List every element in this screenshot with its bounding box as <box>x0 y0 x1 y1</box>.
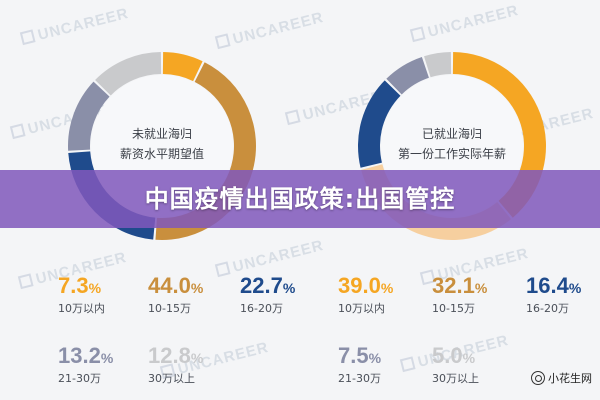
center-label-right: 已就业海归 第一份工作实际年薪 <box>392 124 512 164</box>
banner-title: 中国疫情出国政策:出国管控 <box>144 185 456 213</box>
stat-value: 7.5% <box>338 344 418 370</box>
stat-value-number: 22.7 <box>240 273 283 298</box>
stat-left-2: 22.7% 16-20万 <box>240 274 320 318</box>
title-banner: 中国疫情出国政策:出国管控 <box>0 170 600 228</box>
stat-value-suffix: % <box>462 350 476 366</box>
stat-value-number: 7.5 <box>338 343 369 368</box>
stat-left-0: 7.3% 10万以内 <box>58 274 138 318</box>
donut-slice-0 <box>162 52 203 82</box>
donut-slice-4 <box>424 52 452 78</box>
stat-value: 32.1% <box>432 274 512 300</box>
stat-value-number: 13.2 <box>58 343 101 368</box>
stat-right-4: 5.0% 30万以上 <box>432 344 512 388</box>
stat-label: 10万以内 <box>338 302 385 315</box>
stat-value-number: 7.3 <box>58 273 89 298</box>
stat-label: 16-20万 <box>240 302 283 315</box>
stat-left-4: 12.8% 30万以上 <box>148 344 228 388</box>
stat-value-number: 5.0 <box>432 343 463 368</box>
stat-label: 10万以内 <box>58 302 105 315</box>
stat-label: 16-20万 <box>526 302 569 315</box>
donut-slice-4 <box>95 52 162 96</box>
stat-value-suffix: % <box>368 350 382 366</box>
donut-slice-3 <box>386 56 429 95</box>
stat-right-1: 32.1% 10-15万 <box>432 274 512 318</box>
stat-label: 30万以上 <box>148 372 195 385</box>
stat-right-3: 7.5% 21-30万 <box>338 344 418 388</box>
stat-label: 21-30万 <box>58 372 101 385</box>
stat-value: 44.0% <box>148 274 228 300</box>
center-label-line: 第一份工作实际年薪 <box>397 147 506 161</box>
stat-value: 22.7% <box>240 274 320 300</box>
stat-value-suffix: % <box>88 280 102 296</box>
badge-text: 小花生网 <box>548 372 592 385</box>
stat-value-suffix: % <box>282 280 296 296</box>
stat-value-number: 32.1 <box>432 273 475 298</box>
stat-value: 5.0% <box>432 344 512 370</box>
stat-value-number: 39.0 <box>338 273 381 298</box>
stat-value: 13.2% <box>58 344 138 370</box>
watermark: UNCAREER <box>410 2 520 45</box>
stat-right-0: 39.0% 10万以内 <box>338 274 418 318</box>
stat-value-suffix: % <box>190 350 204 366</box>
stat-value-suffix: % <box>100 350 114 366</box>
donut-slice-3 <box>68 81 110 151</box>
center-label-left: 未就业海归 薪资水平期望值 <box>102 124 222 164</box>
stat-value: 7.3% <box>58 274 138 300</box>
stat-value-suffix: % <box>380 280 394 296</box>
stat-label: 10-15万 <box>432 302 475 315</box>
stat-value-suffix: % <box>474 280 488 296</box>
stat-left-1: 44.0% 10-15万 <box>148 274 228 318</box>
stat-value-suffix: % <box>568 280 582 296</box>
stat-value: 16.4% <box>526 274 600 300</box>
center-label-line: 已就业海归 <box>421 127 482 141</box>
stat-value-number: 44.0 <box>148 273 191 298</box>
center-label-line: 薪资水平期望值 <box>119 147 204 161</box>
center-label-line: 未就业海归 <box>131 127 192 141</box>
stat-value-number: 16.4 <box>526 273 569 298</box>
stat-value-number: 12.8 <box>148 343 191 368</box>
wechat-icon <box>531 371 545 385</box>
stat-label: 21-30万 <box>338 372 381 385</box>
stat-label: 30万以上 <box>432 372 479 385</box>
stat-value-suffix: % <box>190 280 204 296</box>
source-badge: 小花生网 <box>531 370 592 386</box>
stat-left-3: 13.2% 21-30万 <box>58 344 138 388</box>
stat-value: 39.0% <box>338 274 418 300</box>
donut-slice-2 <box>358 80 401 168</box>
stat-value: 12.8% <box>148 344 228 370</box>
stat-right-2: 16.4% 16-20万 <box>526 274 600 318</box>
stat-label: 10-15万 <box>148 302 191 315</box>
